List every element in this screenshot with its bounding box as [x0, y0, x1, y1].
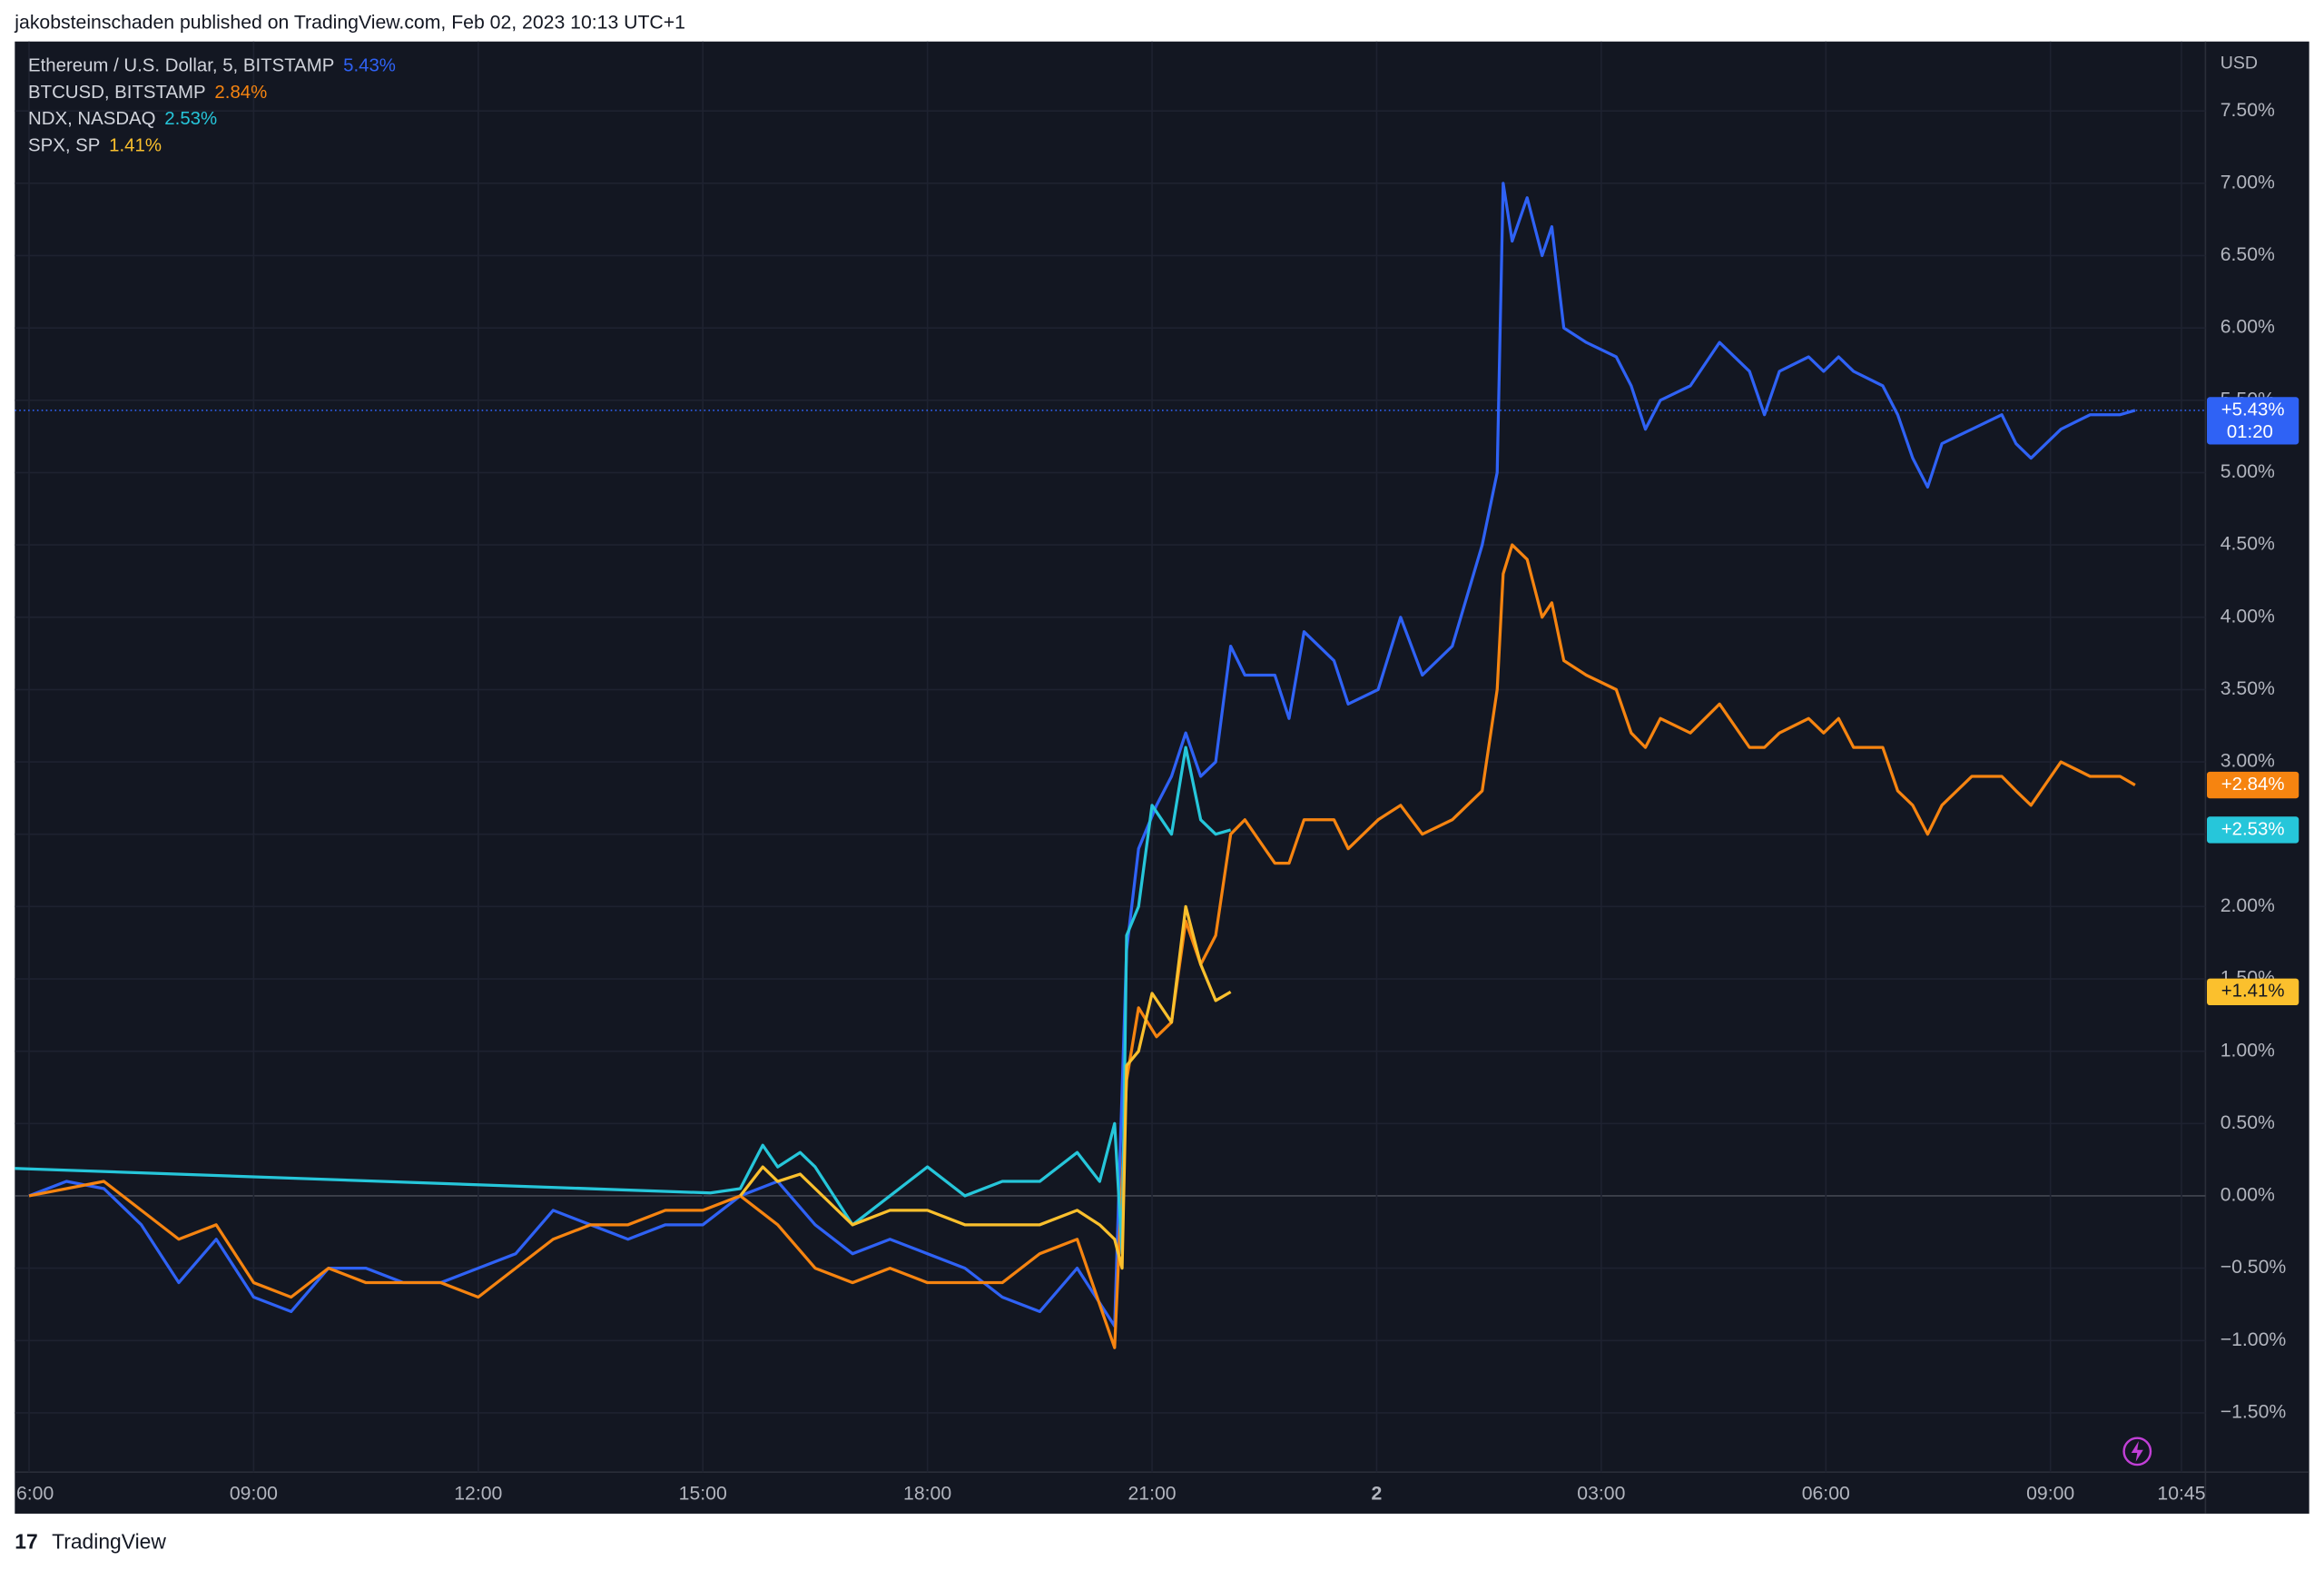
x-tick-label: 12:00 — [454, 1483, 502, 1504]
series-line — [15, 746, 1232, 1256]
logo-mark: 17 — [15, 1530, 37, 1554]
y-tick-label: 6.00% — [2221, 317, 2275, 338]
price-tag-label: +2.53% — [2221, 819, 2285, 839]
x-tick-label: 06:00 — [1802, 1483, 1850, 1504]
y-tick-label: 4.00% — [2221, 606, 2275, 627]
series-line — [739, 904, 1232, 1270]
price-tag — [2207, 978, 2299, 1006]
series-line — [28, 543, 2136, 1349]
y-tick-label: −1.00% — [2221, 1329, 2287, 1350]
legend-name: Ethereum / U.S. Dollar, 5, BITSTAMP — [28, 56, 334, 76]
y-tick-label: 4.50% — [2221, 534, 2275, 555]
plot — [15, 182, 2206, 1349]
price-tag-label: +2.84% — [2221, 775, 2285, 795]
price-tag-label: +5.43% — [2221, 400, 2285, 420]
y-tick-label: 2.00% — [2221, 895, 2275, 916]
y-tick-label: 3.50% — [2221, 678, 2275, 699]
x-tick-label: 09:00 — [230, 1483, 278, 1504]
price-tag — [2207, 397, 2299, 445]
chart-background — [15, 41, 2309, 1514]
y-tick-label: 0.00% — [2221, 1185, 2275, 1206]
y-tick-label: 6.50% — [2221, 244, 2275, 265]
legend-entry: SPX, SP 1.41% — [28, 136, 162, 156]
publisher-line: jakobsteinschaden published on TradingVi… — [14, 13, 685, 34]
x-tick-label: 09:00 — [2026, 1483, 2074, 1504]
legend-entry: NDX, NASDAQ 2.53% — [28, 110, 217, 130]
x-tick-label: 18:00 — [903, 1483, 951, 1504]
y-tick-label: −0.50% — [2221, 1257, 2287, 1278]
grid — [15, 41, 2206, 1473]
legend-value: 5.43% — [343, 56, 396, 76]
y-tick-label: 3.00% — [2221, 751, 2275, 772]
price-tag-countdown: 01:20 — [2227, 422, 2273, 442]
x-tick-label: 03:00 — [1577, 1483, 1625, 1504]
y-tick-label: 1.00% — [2221, 1040, 2275, 1061]
x-tick-label: 6:00 — [16, 1483, 54, 1504]
legend-value: 1.41% — [109, 136, 162, 156]
legend-value: 2.53% — [164, 110, 217, 130]
y-tick-label: −1.50% — [2221, 1402, 2287, 1423]
legend-entry: BTCUSD, BITSTAMP 2.84% — [28, 83, 267, 103]
x-tick-label: 10:45 — [2157, 1483, 2205, 1504]
x-tick-label: 2 — [1372, 1483, 1383, 1504]
y-tick-label: 7.50% — [2221, 100, 2275, 121]
y-tick-label: 5.00% — [2221, 461, 2275, 482]
legend-entry: Ethereum / U.S. Dollar, 5, BITSTAMP 5.43% — [28, 56, 396, 76]
x-tick-label: 21:00 — [1128, 1483, 1176, 1504]
legend-value: 2.84% — [214, 83, 267, 103]
y-tick-label: 7.00% — [2221, 172, 2275, 193]
replay-bolt — [2131, 1440, 2143, 1462]
price-tag-label: +1.41% — [2221, 982, 2285, 1002]
legend-name: SPX, SP — [28, 136, 100, 156]
x-tick-label: 15:00 — [679, 1483, 727, 1504]
y-tick-label: 0.50% — [2221, 1112, 2275, 1133]
legend-name: BTCUSD, BITSTAMP — [28, 83, 206, 103]
replay-icon[interactable] — [2122, 1437, 2152, 1466]
series-line — [28, 182, 2136, 1328]
footer-brand: TradingView — [52, 1530, 166, 1554]
price-tag — [2207, 771, 2299, 799]
legend-name: NDX, NASDAQ — [28, 110, 156, 130]
axis-unit: USD — [2221, 53, 2258, 73]
price-tag — [2207, 816, 2299, 844]
